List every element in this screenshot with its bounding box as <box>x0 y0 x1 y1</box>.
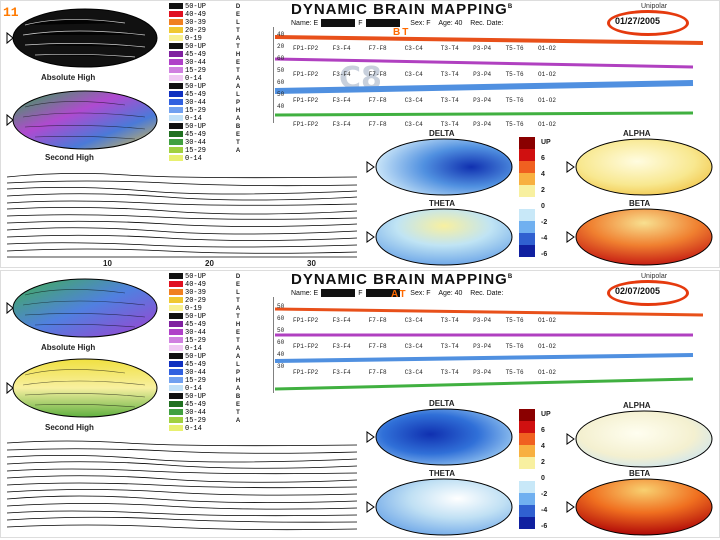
montage-label: Unipolar <box>641 273 668 280</box>
date-highlight-oval <box>607 280 689 306</box>
redaction-bar <box>321 289 356 297</box>
brain-second-high-icon <box>6 358 158 418</box>
condition-tag: AT <box>391 289 408 300</box>
spectrum-tick: 10 <box>103 259 112 268</box>
alpha-topomap-icon <box>566 410 713 468</box>
channel-labels: FP1-FP2 F3-F4 F7-F8 C3-C4 T3-T4 P3-P4 T5… <box>293 121 556 128</box>
slide-number: 11 <box>3 5 19 20</box>
map-label-alpha: ALPHA <box>623 401 651 410</box>
delta-topomap-icon <box>366 138 513 196</box>
spectrum-tick: 20 <box>205 259 214 268</box>
brain-absolute-high-icon <box>6 278 158 338</box>
map-label-beta: BETA <box>629 469 651 478</box>
theta-topomap-icon <box>366 478 513 536</box>
channel-labels: FP1-FP2 F3-F4 F7-F8 C3-C4 T3-T4 P3-P4 T5… <box>293 71 556 78</box>
scale-theta: 50-UP 45-49 30-44 15-29 0-14 <box>169 43 229 83</box>
spectrum-traces <box>7 440 357 531</box>
page-title: DYNAMIC BRAIN MAPPINGB <box>291 1 514 18</box>
brain-absolute-high-icon <box>6 8 158 68</box>
trend-axis: 50 60 50 60 40 30 <box>277 303 285 370</box>
scale-delta: 50-UP 40-49 30-39 20-29 0-19 <box>169 273 229 313</box>
color-scale-bar <box>519 137 535 257</box>
color-scale-labels: UP 6 4 2 0 -2 -4 -6 <box>541 411 551 530</box>
scale-delta: 50-UP 40-49 30-39 20-29 0-19 <box>169 3 229 43</box>
spectrum-traces <box>7 173 357 258</box>
redaction-bar <box>365 19 400 27</box>
channel-labels: FP1-FP2 F3-F4 F7-F8 C3-C4 T3-T4 P3-P4 T5… <box>293 97 556 104</box>
band-trend-lines <box>273 297 703 393</box>
map-label-beta: BETA <box>629 199 651 208</box>
map-label-theta: THETA <box>429 469 456 478</box>
map-label-alpha: ALPHA <box>623 129 651 138</box>
channel-labels: FP1-FP2 F3-F4 F7-F8 C3-C4 T3-T4 P3-P4 T5… <box>293 45 556 52</box>
spectrum-tick: 30 <box>307 259 316 268</box>
second-high-label: Second High <box>45 153 94 162</box>
scale-alpha: 50-UP 45-49 30-44 15-29 0-14 <box>169 83 229 123</box>
scale-theta: 50-UP 45-49 30-44 15-29 0-14 <box>169 313 229 353</box>
absolute-high-label: Absolute High <box>41 73 96 82</box>
channel-labels: FP1-FP2 F3-F4 F7-F8 C3-C4 T3-T4 P3-P4 T5… <box>293 343 556 350</box>
color-scale-labels: UP 6 4 2 0 -2 -4 -6 <box>541 139 551 258</box>
beta-topomap-icon <box>566 208 713 266</box>
second-high-label: Second High <box>45 423 94 432</box>
page-title: DYNAMIC BRAIN MAPPINGB <box>291 271 514 288</box>
channel-labels: FP1-FP2 F3-F4 F7-F8 C3-C4 T3-T4 P3-P4 T5… <box>293 317 556 324</box>
band-trend-lines <box>273 27 703 123</box>
channel-labels: FP1-FP2 F3-F4 F7-F8 C3-C4 T3-T4 P3-P4 T5… <box>293 369 556 376</box>
scale-beta: 50-UP 45-49 30-44 15-29 0-14 <box>169 393 229 433</box>
condition-tag: BT <box>393 27 411 38</box>
scale-alpha: 50-UP 45-49 30-44 15-29 0-14 <box>169 353 229 393</box>
brain-map-panel-after: Absolute High Second High 50-UP 40-49 30… <box>0 270 720 538</box>
trend-axis: 40 20 60 50 60 50 40 <box>277 31 285 110</box>
map-label-delta: DELTA <box>429 399 455 408</box>
redaction-bar <box>365 289 400 297</box>
scale-beta: 50-UP 45-49 30-44 15-29 0-14 <box>169 123 229 163</box>
montage-label: Unipolar <box>641 3 668 10</box>
map-label-delta: DELTA <box>429 129 455 138</box>
theta-topomap-icon <box>366 208 513 266</box>
date-highlight-oval <box>607 10 689 36</box>
map-label-theta: THETA <box>429 199 456 208</box>
redaction-bar <box>321 19 356 27</box>
alpha-topomap-icon <box>566 138 713 196</box>
brain-map-panel-before: 11 Absolute High Second High 50-UP 40-49… <box>0 0 720 268</box>
delta-topomap-icon <box>366 408 513 466</box>
absolute-high-label: Absolute High <box>41 343 96 352</box>
color-scale-bar <box>519 409 535 529</box>
beta-topomap-icon <box>566 478 713 536</box>
brain-second-high-icon <box>6 90 158 150</box>
